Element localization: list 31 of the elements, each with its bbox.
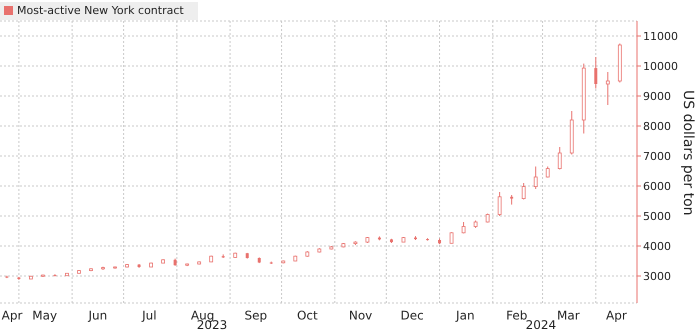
candlestick bbox=[462, 222, 466, 234]
candlestick bbox=[558, 146, 562, 170]
x-tick-label: Feb bbox=[506, 308, 528, 323]
x-tick-label: Apr bbox=[606, 308, 627, 323]
y-tick-label: 3000 bbox=[643, 270, 671, 283]
x-tick-label: Sep bbox=[244, 308, 268, 323]
x-tick-label: Jul bbox=[141, 308, 157, 323]
legend-label: Most-active New York contract bbox=[17, 4, 184, 17]
y-tick-label: 10000 bbox=[643, 60, 678, 73]
text: 2024 bbox=[526, 318, 556, 332]
y-tick-label: 4000 bbox=[643, 240, 671, 253]
x-tick-label: Jan bbox=[455, 308, 475, 323]
y-tick-label: 8000 bbox=[643, 120, 671, 133]
candlestick bbox=[534, 166, 538, 190]
candlestick bbox=[498, 192, 502, 216]
y-tick-label: 6000 bbox=[643, 180, 671, 193]
y-tick-label: 11000 bbox=[643, 30, 678, 43]
y-axis-title: US dollars per ton bbox=[680, 90, 696, 216]
candlestick bbox=[594, 56, 598, 89]
candlestick bbox=[522, 182, 526, 200]
y-tick-label: 7000 bbox=[643, 150, 671, 163]
y-tick-label: 9000 bbox=[643, 90, 671, 103]
x-tick-label: Apr bbox=[2, 308, 22, 323]
x-tick-label: Mar bbox=[557, 308, 580, 323]
x-tick-label: Dec bbox=[400, 308, 424, 323]
x-tick-label: Nov bbox=[348, 308, 372, 323]
x-tick-label: Oct bbox=[296, 308, 318, 323]
y-tick-label: 5000 bbox=[643, 210, 671, 223]
candlestick bbox=[606, 72, 610, 106]
x-tick-label: Jun bbox=[87, 308, 108, 323]
x-tick-label: May bbox=[32, 308, 58, 323]
